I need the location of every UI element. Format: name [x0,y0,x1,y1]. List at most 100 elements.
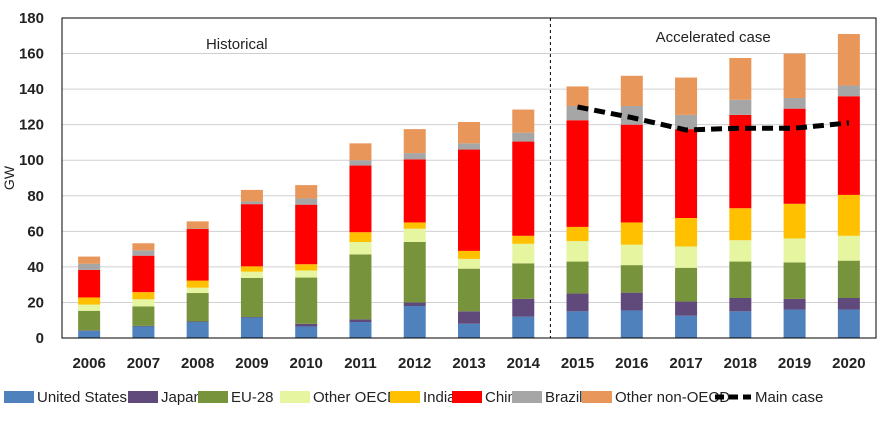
bar-segment [837,298,860,310]
y-tick-label: 160 [19,46,44,63]
bar-segment [675,77,698,115]
bar-segment [620,124,643,223]
x-tick-label: 2013 [452,355,485,372]
bar-segment [132,326,155,338]
y-tick-label: 40 [27,259,44,276]
bar-segment [132,255,155,293]
bar-segment [566,226,589,242]
bar-segment [620,292,643,311]
y-tick-label: 120 [19,117,44,134]
legend-swatch [582,391,612,403]
bar-segment [240,271,263,278]
legend-swatch [390,391,420,403]
legend-label: Main case [755,389,823,406]
bar-segment [349,322,372,338]
annotation-accelerated: Accelerated case [656,29,771,46]
legend-label: Brazil [545,389,583,406]
bar-segment [512,243,535,264]
axes: 0 20 40 60 80 100 120 140 160 180 2006 2007 2008 2009… [1,10,877,372]
bar-segment [837,85,860,97]
bar-segment [349,254,372,320]
bar-segment [295,326,318,338]
annotations: Historical Accelerated case [206,18,771,338]
y-tick-label: 140 [19,81,44,98]
bar-segment [675,246,698,268]
bar-segment [186,321,209,322]
y-tick-label: 180 [19,10,44,27]
bar-segment [78,304,101,311]
bar-segment [403,153,426,160]
bar-segment [132,292,155,300]
bar-segment [837,309,860,338]
bar-segment [78,263,101,270]
bar-segment [240,277,263,318]
legend-label: India [423,389,456,406]
legend-swatch [128,391,158,403]
bar-segment [783,203,806,239]
bar-segment [512,298,535,317]
bar-segment [295,204,318,265]
bar-segment [295,198,318,205]
bar-segment [295,185,318,199]
bar-segment [78,256,101,264]
bar-segment [403,302,426,306]
bar-segment [729,208,752,241]
bar-segment [78,310,101,331]
bar-segment [566,120,589,227]
bar-segment [403,228,426,242]
legend: United States Japan EU-28 Other OECD India Ch… [4,389,823,406]
bar-segment [837,96,860,195]
legend-swatch [4,391,34,403]
bar-segment [132,306,155,326]
bar-segment [78,330,101,331]
bar-segment [729,114,752,209]
y-tick-label: 80 [27,188,44,205]
bar-segment [403,159,426,223]
bar-segment [729,240,752,262]
bar-segment [186,322,209,338]
legend-label: Other non-OECD [615,389,730,406]
bar-segment [729,298,752,312]
bar-segment [729,58,752,100]
bar-segment [458,311,480,324]
bar-segment [675,315,698,338]
bar-segment [240,266,263,272]
bar-segment [403,222,426,229]
bar-segment [675,129,698,218]
bar-segment [458,323,480,338]
bar-segment [458,122,480,144]
bar-segment [78,297,101,305]
bar-segment [132,325,155,327]
x-tick-label: 2016 [615,355,648,372]
legend-swatch [512,391,542,403]
legend-label: Japan [161,389,202,406]
bar-segment [240,317,263,318]
x-tick-label: 2010 [290,355,323,372]
bar-segment [186,221,209,229]
bar-segment [403,242,426,303]
x-tick-label: 2012 [398,355,431,372]
y-tick-label: 20 [27,294,44,311]
bar-segment [620,244,643,266]
bar-segment [512,141,535,236]
x-tick-label: 2018 [724,355,757,372]
legend-swatch [280,391,310,403]
x-tick-label: 2007 [127,355,160,372]
bar-segment [186,293,209,322]
bar-segment [349,319,372,322]
bar-segment [132,299,155,307]
bar-segment [620,310,643,338]
x-tick-label: 2019 [778,355,811,372]
bar-segment [620,265,643,293]
legend-label: EU-28 [231,389,274,406]
bar-segment [349,165,372,233]
bar-segment [729,311,752,338]
bar-segment [349,232,372,242]
bar-segment [186,228,209,230]
bar-segment [458,149,480,251]
x-tick-label: 2011 [344,355,377,372]
bar-segment [78,330,101,338]
y-tick-label: 0 [36,330,44,347]
y-tick-label: 60 [27,223,44,240]
bar-segment [512,263,535,299]
